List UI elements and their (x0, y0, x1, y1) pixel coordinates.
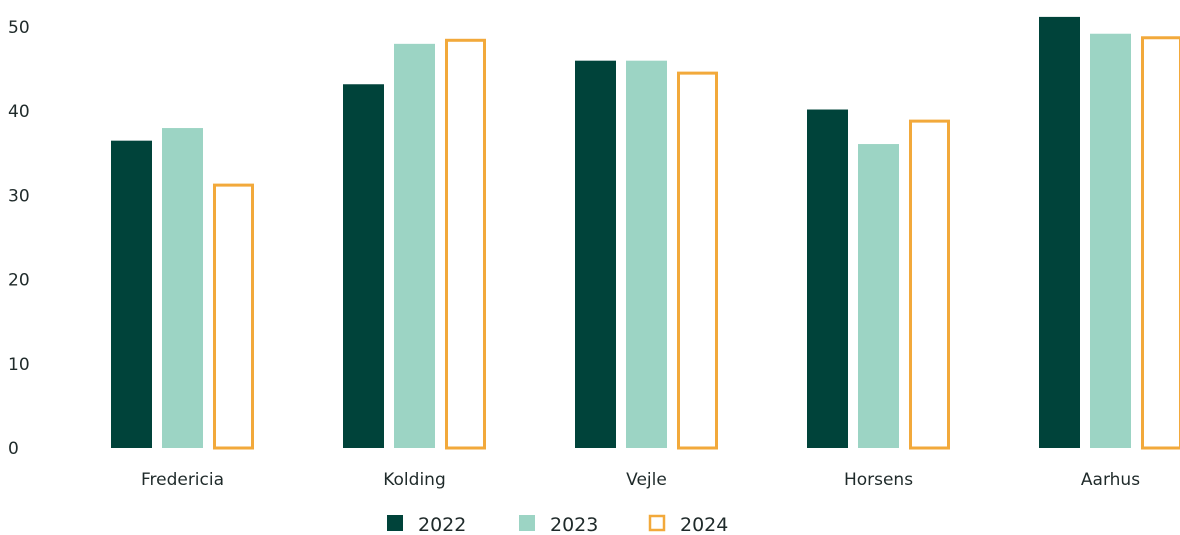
x-category-label: Vejle (626, 470, 667, 490)
y-tick-label: 10 (8, 355, 30, 375)
legend-swatch-2023 (519, 515, 535, 531)
bar-2023-aarhus (1090, 33, 1131, 449)
y-tick-label: 0 (8, 439, 19, 459)
bar-2023-horsens (858, 144, 899, 448)
bar-2022-vejle (575, 60, 616, 449)
x-category-label: Aarhus (1081, 470, 1140, 490)
x-axis: Fredericia Kolding Vejle Horsens Aarhus (141, 470, 1140, 490)
y-tick-label: 30 (8, 186, 30, 206)
y-axis: 0 10 20 30 40 50 (8, 18, 30, 459)
bar-2024-vejle (677, 71, 718, 450)
x-category-label: Fredericia (141, 470, 224, 490)
legend-label-2023: 2023 (550, 514, 598, 535)
bar-2024-aarhus (1141, 36, 1180, 450)
bar-2023-fredericia (162, 128, 203, 449)
bar-2023-kolding (394, 43, 435, 449)
legend-swatch-2024 (648, 514, 666, 532)
legend: 2022 2023 2024 (387, 514, 728, 535)
x-category-label: Horsens (844, 470, 913, 490)
legend-swatch-2022 (387, 515, 403, 531)
bar-2022-aarhus (1039, 16, 1080, 449)
y-tick-label: 20 (8, 271, 30, 291)
bar-2024-fredericia (213, 183, 254, 450)
x-category-label: Kolding (383, 470, 446, 490)
bar-2023-vejle (626, 60, 667, 449)
legend-label-2022: 2022 (418, 514, 466, 535)
legend-label-2024: 2024 (680, 514, 728, 535)
y-tick-label: 40 (8, 102, 30, 122)
bar-2024-kolding (445, 38, 486, 450)
y-tick-label: 50 (8, 18, 30, 38)
bar-2022-fredericia (111, 140, 152, 449)
bar-2022-kolding (343, 84, 384, 449)
bars (111, 16, 1180, 450)
bar-2024-horsens (909, 119, 950, 450)
bar-2022-horsens (807, 109, 848, 449)
